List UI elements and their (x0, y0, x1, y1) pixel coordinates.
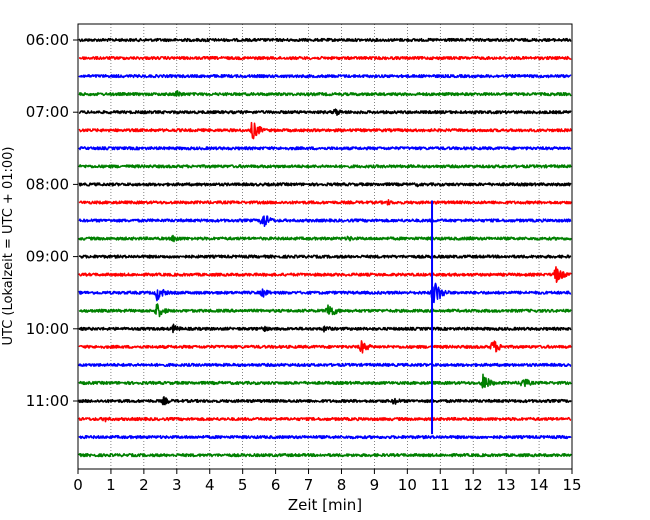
plot-frame (77, 23, 573, 470)
y-axis-label: UTC (Lokalzeit = UTC + 01:00) (1, 147, 16, 346)
trace-0615 (78, 55, 572, 61)
x-tick-label-12: 12 (464, 476, 483, 494)
trace-0745 (78, 164, 572, 169)
trace-1145 (78, 453, 572, 458)
x-tick-label-7: 7 (304, 476, 314, 494)
y-tick-label-0600: 06:00 (26, 31, 69, 49)
x-tick-label-13: 13 (497, 476, 516, 494)
trace-0900 (78, 254, 572, 259)
trace-0645 (78, 90, 572, 97)
x-tick-label-14: 14 (530, 476, 549, 494)
x-tick-label-10: 10 (398, 476, 417, 494)
trace-1015 (78, 340, 572, 354)
x-tick-label-9: 9 (370, 476, 380, 494)
x-tick-label-0: 0 (73, 476, 83, 494)
x-tick-label-15: 15 (562, 476, 581, 494)
x-tick-label-2: 2 (139, 476, 149, 494)
trace-0630 (78, 73, 572, 79)
trace-1100 (78, 396, 572, 406)
trace-lines (78, 37, 572, 458)
x-tick-label-1: 1 (106, 476, 116, 494)
y-tick-label-1000: 10:00 (26, 320, 69, 338)
trace-0800 (78, 182, 572, 188)
x-tick-label-8: 8 (337, 476, 347, 494)
y-axis-ticks: 06:00 07:00 08:00 09:00 10:00 11:00 (26, 31, 78, 410)
trace-0845 (78, 234, 572, 243)
trace-1000 (78, 323, 572, 334)
x-tick-label-3: 3 (172, 476, 182, 494)
x-tick-label-6: 6 (271, 476, 281, 494)
trace-0700 (78, 108, 572, 116)
trace-1130 (78, 434, 572, 440)
trace-0830 (78, 215, 572, 227)
x-tick-label-5: 5 (238, 476, 248, 494)
trace-1115 (78, 416, 572, 423)
trace-1045 (78, 373, 572, 389)
trace-0915 (78, 266, 572, 283)
y-tick-label-0900: 09:00 (26, 248, 69, 266)
y-tick-label-1100: 11:00 (26, 392, 69, 410)
trace-0815 (78, 199, 572, 206)
x-tick-label-4: 4 (205, 476, 215, 494)
trace-0715 (78, 121, 572, 140)
trace-0945 (78, 303, 572, 318)
trace-0730 (78, 146, 572, 151)
trace-0600 (78, 37, 572, 43)
trace-1030 (78, 362, 572, 368)
x-axis-label: Zeit [min] (288, 496, 362, 514)
x-axis-ticks: 0 1 2 3 4 5 6 7 8 9 10 11 12 13 14 15 (73, 469, 582, 494)
x-tick-label-11: 11 (431, 476, 450, 494)
trace-0930 (78, 282, 572, 304)
y-tick-label-0700: 07:00 (26, 103, 69, 121)
y-tick-label-0800: 08:00 (26, 175, 69, 193)
